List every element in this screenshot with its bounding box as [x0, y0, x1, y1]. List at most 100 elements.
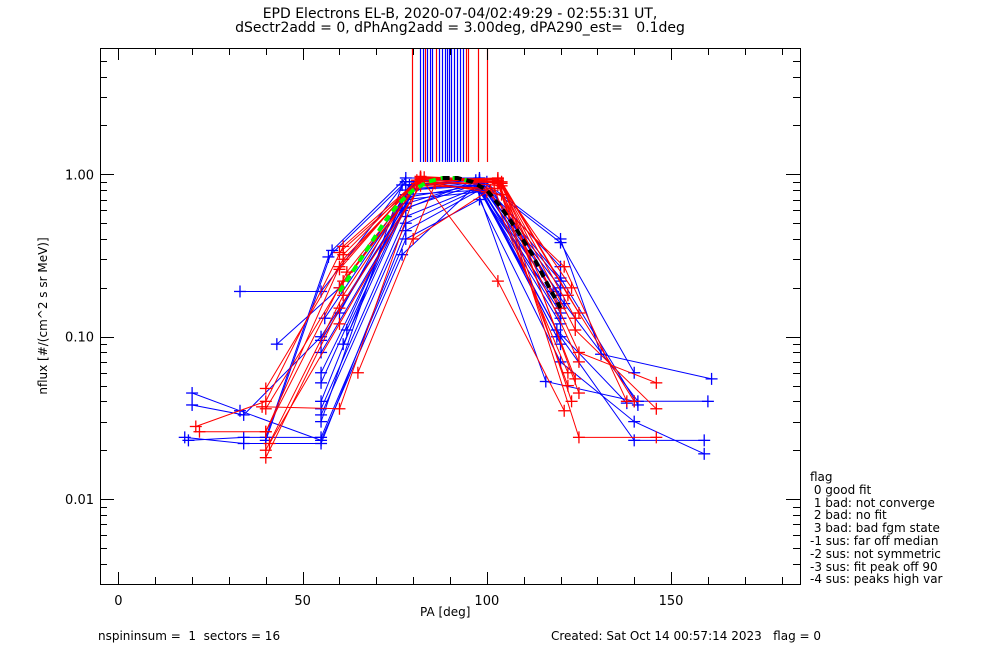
- data-series: [178, 170, 718, 464]
- series-line: [199, 175, 657, 438]
- data-point: [337, 289, 350, 302]
- data-point: [189, 420, 202, 433]
- series-line: [184, 189, 705, 444]
- data-point: [237, 408, 250, 421]
- legend-item: 3 bad: bad fgm state: [810, 521, 940, 536]
- data-point: [186, 387, 199, 400]
- axes-ticks: [100, 48, 800, 585]
- legend-item: -3 sus: fit peak off 90: [810, 559, 938, 574]
- data-point: [628, 395, 641, 408]
- data-point: [650, 376, 663, 389]
- series-b13: [315, 175, 567, 347]
- series-line: [191, 184, 708, 442]
- series-r9: [256, 171, 571, 417]
- data-point: [569, 324, 582, 337]
- x-axis-label: PA [deg]: [420, 605, 471, 619]
- data-point: [256, 400, 269, 413]
- legend-item: -1 sus: far off median: [810, 533, 939, 548]
- data-point: [333, 402, 346, 415]
- chart-title-line2: dSectr2add = 0, dPhAng2add = 3.00deg, dP…: [235, 20, 685, 36]
- data-point: [554, 232, 567, 245]
- data-point: [407, 232, 420, 245]
- series-b3: [182, 193, 711, 460]
- data-point: [565, 395, 578, 408]
- data-point: [705, 372, 718, 385]
- series-line: [276, 181, 639, 402]
- x-tick-label: 0: [114, 594, 122, 609]
- series-line: [357, 182, 580, 373]
- fit-curves: [337, 176, 563, 310]
- series-line: [188, 198, 705, 455]
- series-r2: [189, 171, 585, 433]
- data-point: [628, 434, 641, 447]
- tick-labels: 0 50 100 150 0.01 0.10 1.00: [65, 168, 683, 609]
- x-tick-label: 50: [294, 594, 311, 609]
- data-point: [315, 434, 328, 447]
- legend-item: -4 sus: peaks high var: [810, 572, 943, 587]
- data-point: [259, 451, 272, 464]
- legend-item: 0 good fit: [810, 482, 872, 497]
- data-point: [333, 263, 346, 276]
- series-line: [320, 182, 561, 353]
- series-line: [420, 177, 635, 402]
- data-point: [259, 425, 272, 438]
- series-line: [412, 191, 628, 402]
- series-line: [320, 185, 561, 410]
- footer-created-info: Created: Sat Oct 14 00:57:14 2023 flag =…: [551, 629, 822, 643]
- data-point: [234, 285, 246, 298]
- data-point: [322, 250, 335, 263]
- data-point: [628, 415, 641, 428]
- footer-spin-info: nspininsum = 1 sectors = 16: [98, 629, 281, 643]
- x-tick-label: 150: [659, 594, 684, 609]
- legend-item: -2 sus: not symmetric: [810, 546, 941, 561]
- data-point: [182, 434, 195, 447]
- data-point: [259, 382, 272, 395]
- data-point: [315, 346, 328, 359]
- y-tick-label: 0.01: [65, 493, 94, 508]
- chart-title-line1: EPD Electrons EL-B, 2020-07-04/02:49:29 …: [262, 6, 658, 22]
- y-tick-label: 0.10: [65, 331, 94, 346]
- data-point: [565, 281, 578, 294]
- data-point: [554, 317, 567, 330]
- data-point: [333, 317, 346, 330]
- series-r16: [414, 171, 641, 408]
- series-b2: [178, 184, 711, 450]
- flag-legend: flag 0 good fit 1 bad: not converge 2 ba…: [810, 471, 942, 586]
- vertical-markers: [411, 48, 489, 162]
- data-point: [414, 171, 427, 184]
- data-point: [698, 434, 711, 447]
- data-point: [650, 431, 663, 444]
- data-point: [315, 376, 328, 389]
- data-point: [572, 355, 585, 368]
- data-point: [340, 266, 353, 279]
- data-point: [237, 431, 250, 444]
- series-line: [265, 178, 657, 410]
- data-point: [558, 404, 571, 417]
- data-point: [572, 387, 585, 400]
- series-r15: [407, 185, 633, 408]
- data-point: [351, 366, 364, 379]
- data-point: [569, 372, 582, 385]
- data-point: [315, 415, 328, 428]
- data-point: [270, 338, 283, 351]
- series-r8: [259, 173, 578, 438]
- legend-title: flag: [810, 470, 833, 484]
- data-point: [572, 431, 585, 444]
- data-point: [340, 324, 353, 337]
- data-point: [315, 366, 328, 379]
- series-line: [320, 179, 561, 422]
- y-axis-label: nflux [#/(cm^2 s sr MeV)]: [36, 237, 50, 395]
- y-tick-label: 1.00: [65, 168, 94, 183]
- data-point: [558, 260, 571, 273]
- plot-frame: [100, 48, 801, 585]
- fit-curve-black: [442, 176, 563, 310]
- data-point: [337, 338, 350, 351]
- legend-item: 1 bad: not converge: [810, 495, 935, 510]
- data-point: [186, 398, 199, 411]
- data-point: [539, 375, 552, 388]
- data-point: [698, 447, 711, 460]
- data-point: [333, 302, 346, 315]
- fit-curve-green: [337, 176, 473, 293]
- data-point: [263, 437, 276, 450]
